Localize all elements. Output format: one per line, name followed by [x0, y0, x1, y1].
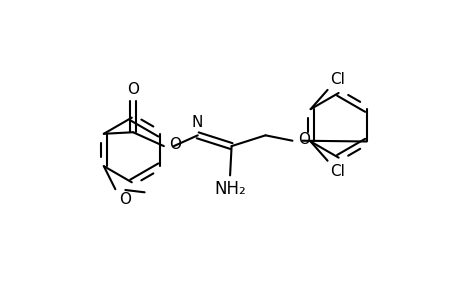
Text: NH₂: NH₂ [214, 180, 246, 198]
Text: N: N [191, 115, 202, 130]
Text: Cl: Cl [329, 72, 344, 87]
Text: O: O [297, 132, 309, 147]
Text: O: O [127, 82, 139, 97]
Text: Cl: Cl [329, 164, 344, 179]
Text: O: O [169, 137, 181, 152]
Text: O: O [119, 192, 131, 207]
